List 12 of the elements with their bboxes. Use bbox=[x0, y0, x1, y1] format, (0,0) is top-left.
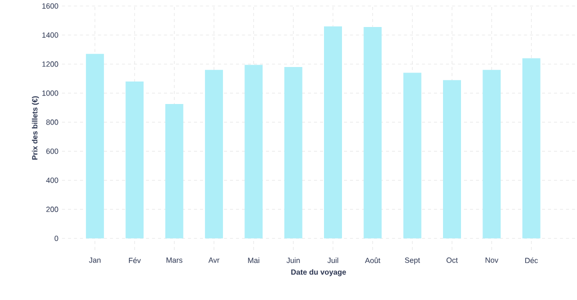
bar bbox=[443, 80, 462, 238]
bar bbox=[165, 104, 184, 238]
bar bbox=[324, 26, 342, 238]
bar bbox=[284, 66, 302, 238]
bar bbox=[244, 64, 263, 238]
bar bbox=[86, 54, 104, 238]
bar bbox=[204, 70, 223, 238]
bar bbox=[522, 58, 540, 238]
bar bbox=[482, 70, 501, 238]
bar bbox=[364, 27, 382, 238]
bar bbox=[126, 82, 144, 238]
bar bbox=[403, 72, 422, 238]
